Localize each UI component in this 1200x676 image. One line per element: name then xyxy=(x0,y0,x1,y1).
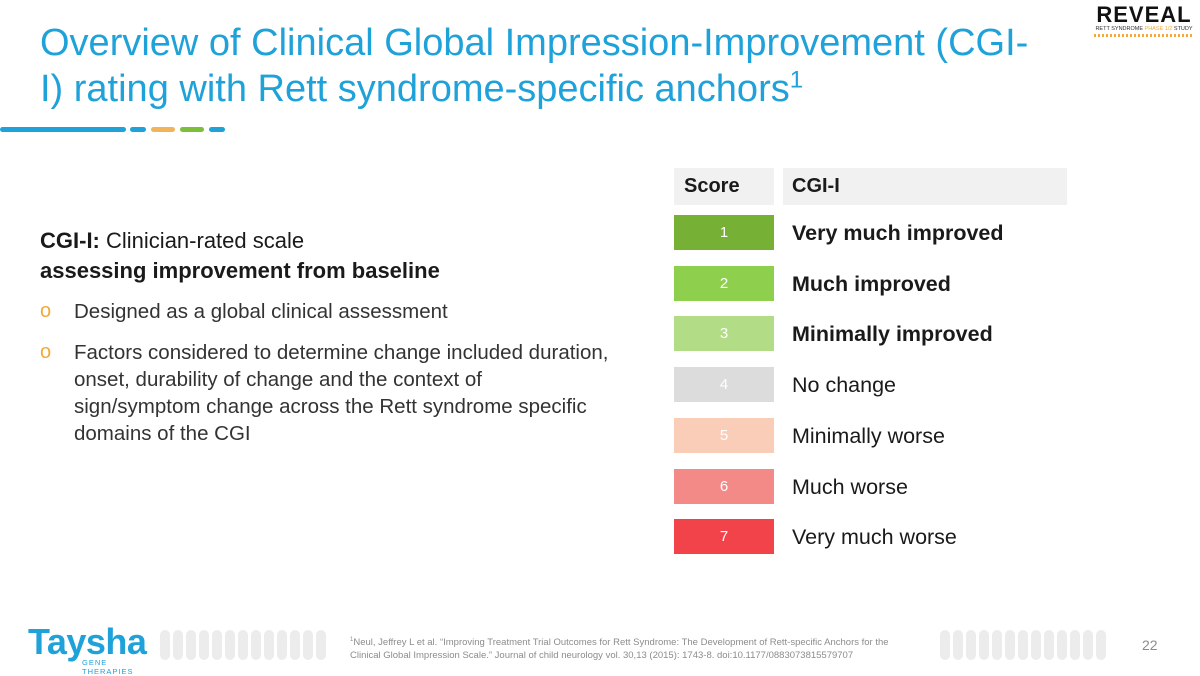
slide-title-text: Overview of Clinical Global Impression-I… xyxy=(40,22,1029,110)
score-label-4: No change xyxy=(792,373,896,397)
title-rule-segment-main xyxy=(0,127,126,132)
score-label-3: Minimally improved xyxy=(792,322,993,346)
title-rule-segment-orange xyxy=(151,127,175,132)
reveal-logo-sub-c: STUDY xyxy=(1173,26,1193,32)
taysha-logo-name: Taysha xyxy=(28,621,147,662)
title-rule-segment-end xyxy=(209,127,225,132)
cgi-lead: CGI-I: Clinician-rated scale assessing i… xyxy=(40,226,610,286)
reveal-logo-sub-b: PHASE 1/2 xyxy=(1144,26,1173,32)
score-label-1: Very much improved xyxy=(792,221,1004,245)
bullet-marker-icon: o xyxy=(40,341,52,363)
score-chip-1: 1 xyxy=(674,215,774,250)
reveal-logo-subtitle: RETT SYNDROME PHASE 1/2 STUDY xyxy=(1094,26,1194,33)
footnote-citation: 1Neul, Jeffrey L et al. “Improving Treat… xyxy=(350,634,920,662)
bullet-marker-icon: o xyxy=(40,300,52,322)
cgi-description: CGI-I: Clinician-rated scale assessing i… xyxy=(40,226,610,461)
taysha-logo-subtitle: GENE THERAPIES xyxy=(82,658,134,676)
reveal-logo-stripe xyxy=(1094,34,1194,37)
reveal-logo-name: REVEAL xyxy=(1096,2,1192,27)
title-footnote-mark: 1 xyxy=(789,66,804,94)
title-rule-segment-green xyxy=(180,127,204,132)
title-rule-segment-short xyxy=(130,127,146,132)
score-chip-3: 3 xyxy=(674,316,774,351)
footer-decoration-left xyxy=(160,630,326,660)
score-label-7: Very much worse xyxy=(792,525,957,549)
slide-title: Overview of Clinical Global Impression-I… xyxy=(40,20,1040,112)
bullet-item: o Designed as a global clinical assessmen… xyxy=(40,298,610,325)
table-header-score: Score xyxy=(674,168,774,205)
reveal-logo-sub-a: RETT SYNDROME xyxy=(1095,26,1144,32)
cgi-bullet-list: o Designed as a global clinical assessmen… xyxy=(40,298,610,447)
score-label-6: Much worse xyxy=(792,475,908,499)
table-header-cgi-label: CGI-I xyxy=(792,175,840,197)
score-chip-7: 7 xyxy=(674,519,774,554)
citation-mark: 1 xyxy=(350,637,354,643)
score-label-2: Much improved xyxy=(792,272,951,296)
bullet-text: Factors considered to determine change i… xyxy=(74,341,609,445)
cgi-lead-term: CGI-I: xyxy=(40,228,100,253)
table-header-cgi: CGI-I xyxy=(783,168,1067,205)
reveal-study-logo: REVEAL RETT SYNDROME PHASE 1/2 STUDY xyxy=(1094,4,1194,37)
cgi-lead-emphasis: assessing improvement from baseline xyxy=(40,258,440,283)
score-chip-5: 5 xyxy=(674,418,774,453)
cgi-lead-rest: Clinician-rated scale xyxy=(106,228,305,253)
page-number: 22 xyxy=(1142,637,1158,653)
bullet-item: o Factors considered to determine change … xyxy=(40,339,610,447)
score-chip-4: 4 xyxy=(674,367,774,402)
taysha-logo: Taysha GENE THERAPIES xyxy=(28,624,158,676)
score-chip-2: 2 xyxy=(674,266,774,301)
score-label-5: Minimally worse xyxy=(792,424,945,448)
footer-decoration-right xyxy=(940,630,1106,660)
bullet-text: Designed as a global clinical assessment xyxy=(74,300,448,323)
table-header-score-label: Score xyxy=(684,175,740,197)
score-chip-6: 6 xyxy=(674,469,774,504)
citation-text: Neul, Jeffrey L et al. “Improving Treatm… xyxy=(350,637,889,662)
